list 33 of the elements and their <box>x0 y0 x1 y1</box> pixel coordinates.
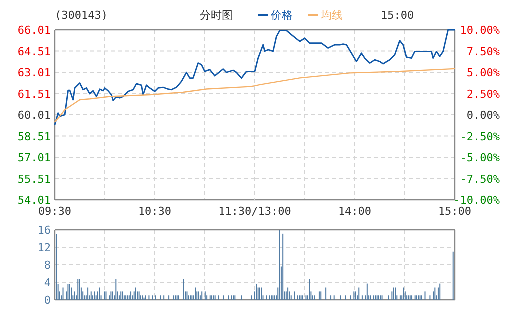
x-tick-label: 10:30 <box>138 205 172 218</box>
x-tick-label: 15:00 <box>438 205 472 218</box>
text: 5.00% <box>466 66 500 80</box>
x-tick-label: 14:00 <box>338 205 372 218</box>
x-tick-label: 11:30/13:00 <box>218 205 292 218</box>
x-tick-label: 09:30 <box>38 205 72 218</box>
y-tick-label: 66.01 <box>18 24 51 37</box>
text: 15:00 <box>381 9 414 22</box>
text: 0.00% <box>466 109 500 122</box>
text: 7.50% <box>466 45 500 58</box>
y-tick-label: 63.01 <box>18 66 51 80</box>
text: 2.50% <box>466 88 500 101</box>
text: 10.00% <box>460 24 500 37</box>
text: -10.00% <box>454 194 500 207</box>
y-tick-label: 61.51 <box>18 88 51 101</box>
y-tick-label: 54.01 <box>18 194 51 207</box>
y-tick-label: 57.01 <box>18 152 51 164</box>
y-tick-label: 60.01 <box>18 109 51 122</box>
y-tick-label: 12 <box>38 242 51 254</box>
text: -2.50% <box>460 130 500 144</box>
y-tick-label: 55.51 <box>18 172 51 186</box>
chart-title: (300143) <box>55 9 108 22</box>
chart-subtitle: 分时图 <box>200 9 233 22</box>
text: -5.00% <box>460 152 500 164</box>
y-tick-label: 4 <box>44 276 52 290</box>
y-tick-label: 0 <box>44 294 51 307</box>
y-tick-label: 58.51 <box>18 130 51 144</box>
y-tick-label: 16 <box>38 224 51 237</box>
y-tick-label: 8 <box>44 259 51 272</box>
legend-label: 均线 <box>320 9 343 22</box>
text: -7.50% <box>460 172 500 186</box>
y-tick-label: 64.51 <box>18 45 51 58</box>
legend-label: 价格 <box>270 9 293 22</box>
